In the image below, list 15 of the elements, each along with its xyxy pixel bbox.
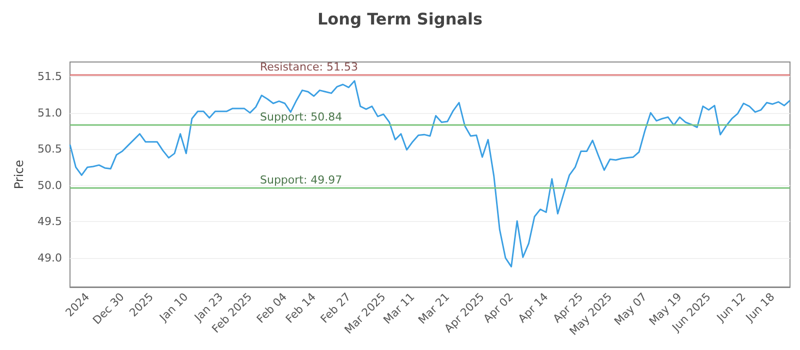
y-tick-label: 51.5	[38, 70, 62, 84]
y-tick-label: 49.0	[38, 251, 62, 264]
ref-line-label: Support: 49.97	[260, 174, 342, 187]
x-tick-label: Dec 30	[90, 290, 127, 327]
y-tick-label: 50.5	[38, 142, 62, 156]
x-tick-label: Jan 10	[156, 290, 191, 325]
y-tick-label: 51.0	[38, 106, 62, 120]
line-series	[69, 80, 791, 268]
x-tick-label: Apr 14	[516, 290, 551, 326]
ref-line-label: Resistance: 51.53	[260, 60, 358, 74]
y-tick-label: 50.0	[38, 178, 62, 192]
chart-title: Long Term Signals	[317, 10, 483, 28]
y-axis-title: Price	[12, 160, 26, 190]
y-tick-label: 49.5	[38, 215, 62, 228]
ref-line-label: Support: 50.84	[260, 110, 342, 124]
